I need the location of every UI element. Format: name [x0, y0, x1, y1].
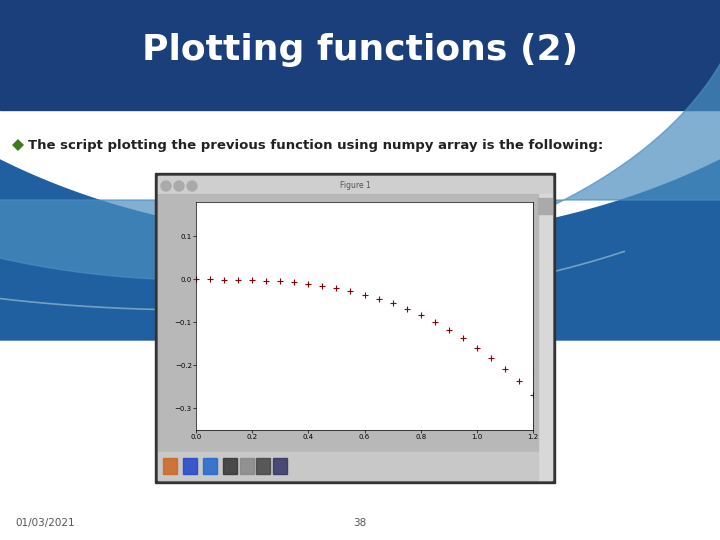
Circle shape [174, 181, 184, 191]
Text: Figure 1: Figure 1 [340, 181, 370, 191]
Circle shape [187, 181, 197, 191]
Bar [158, 194, 538, 452]
Text: The script plotting the previous function using numpy array is the following:: The script plotting the previous functio… [28, 138, 603, 152]
Polygon shape [0, 0, 720, 280]
Bar [158, 176, 552, 194]
Polygon shape [0, 0, 720, 340]
Bar [240, 458, 254, 474]
Bar [538, 194, 552, 480]
Bar [155, 173, 555, 483]
Text: 01/03/2021: 01/03/2021 [15, 518, 75, 528]
Bar [158, 176, 552, 480]
Bar [256, 458, 270, 474]
Bar [0, 0, 720, 110]
Circle shape [161, 181, 171, 191]
Bar [203, 458, 217, 474]
Bar [538, 198, 552, 214]
Text: 38: 38 [354, 518, 366, 528]
Bar [183, 458, 197, 474]
Bar [273, 458, 287, 474]
Bar [223, 458, 237, 474]
Bar [163, 458, 177, 474]
Text: Plotting functions (2): Plotting functions (2) [142, 33, 578, 67]
Bar [158, 452, 538, 480]
